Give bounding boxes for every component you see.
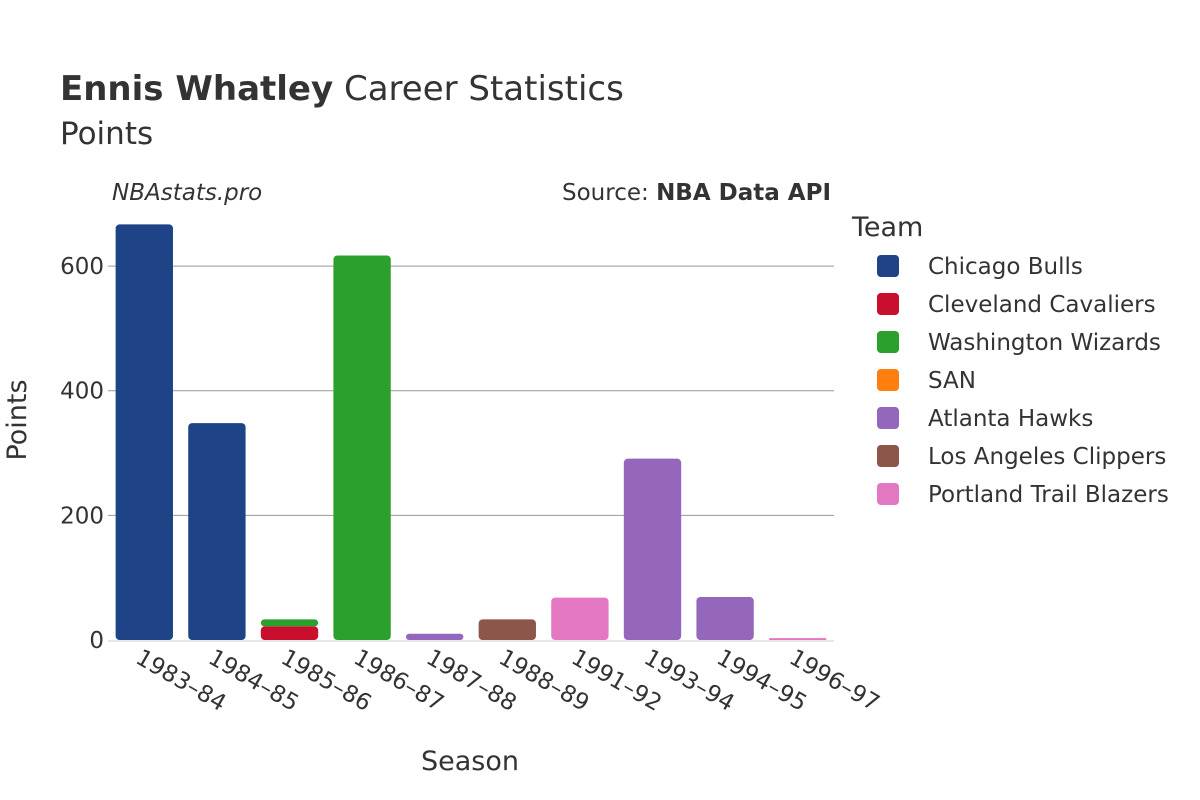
bar-atlanta-hawks-1993–94 [623, 458, 682, 640]
bar-los-angeles-clippers-1988–89 [478, 619, 536, 640]
legend-swatch [877, 293, 899, 315]
chart-title-player: Ennis Whatley [60, 69, 333, 109]
y-tick-labels: 0 200 400 600 [60, 254, 104, 654]
legend-swatch [877, 483, 899, 505]
bar-cleveland-cavaliers-1985–86 [260, 626, 319, 640]
x-axis-title: Season [421, 746, 519, 777]
chart-subtitle: Points [60, 116, 153, 152]
bar-chicago-bulls-1983–84 [115, 224, 173, 641]
legend: Chicago Bulls Cleveland Cavaliers Washingt… [877, 254, 1169, 508]
y-tick-label: 0 [89, 628, 104, 654]
legend-item-label: SAN [928, 368, 976, 394]
legend-swatch [877, 369, 899, 391]
watermark: NBAstats.pro [112, 180, 262, 206]
bar-washington-wizards-1986–87 [333, 255, 391, 641]
bar-chicago-bulls-1984–85 [188, 423, 246, 640]
bars [115, 224, 827, 641]
bar-washington-wizards-1985–86 [260, 619, 319, 627]
bar-atlanta-hawks-1987–88 [406, 633, 464, 640]
bar-atlanta-hawks-1994–95 [696, 597, 754, 640]
legend-item-label: Washington Wizards [928, 330, 1161, 356]
bar-portland-trail-blazers-1991–92 [551, 597, 609, 640]
source-name: NBA Data API [656, 180, 831, 206]
x-tick-labels: 1983–841984–851985–861986–871987–881988–… [131, 645, 883, 717]
chart-title-rest: Career Statistics [333, 69, 624, 109]
y-tick-label: 600 [60, 254, 104, 280]
legend-swatch [877, 331, 899, 353]
legend-item-label: Cleveland Cavaliers [928, 292, 1156, 318]
bar-portland-trail-blazers-1996–97 [769, 638, 827, 640]
source-prefix: Source: [562, 180, 656, 206]
y-axis-title: Points [2, 379, 33, 460]
legend-item-label: Portland Trail Blazers [928, 482, 1169, 508]
legend-item-label: Atlanta Hawks [928, 406, 1093, 432]
legend-item-label: Chicago Bulls [928, 254, 1083, 280]
legend-swatch [877, 255, 899, 277]
legend-item-label: Los Angeles Clippers [928, 444, 1166, 470]
legend-title: Team [851, 212, 923, 243]
legend-swatch [877, 445, 899, 467]
y-tick-label: 400 [60, 379, 104, 405]
chart-title: Ennis Whatley Career Statistics [60, 69, 624, 109]
source-label: Source: NBA Data API [562, 180, 831, 206]
y-tick-label: 200 [60, 503, 104, 529]
legend-swatch [877, 407, 899, 429]
